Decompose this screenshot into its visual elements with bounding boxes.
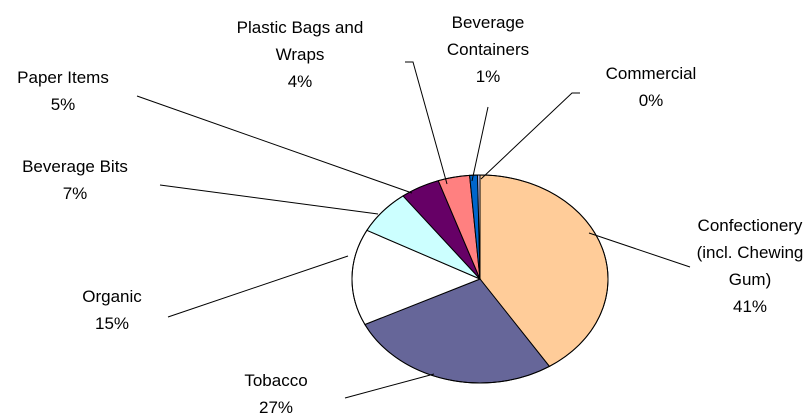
slice-label-line: Commercial — [606, 64, 697, 83]
slice-label-line: (incl. Chewing — [697, 243, 804, 262]
slice-label-line: Containers — [447, 40, 529, 59]
slice-percent: 41% — [733, 297, 767, 316]
slice-label-beverage-containers: Beverage Containers 1% — [447, 13, 529, 86]
slice-label-line: Beverage Bits — [22, 157, 128, 176]
slice-label-confectionery-incl-chewing-gum: Confectionery (incl. Chewing Gum) 41% — [697, 216, 804, 316]
slice-label-line: Confectionery — [698, 216, 803, 235]
leader-line-organic — [167, 255, 349, 318]
slice-label-paper-items: Paper Items 5% — [17, 68, 109, 114]
leader-line-confectionery-incl-chewing-gum — [588, 232, 691, 268]
slice-label-tobacco: Tobacco 27% — [244, 371, 307, 417]
slice-label-line: Paper Items — [17, 68, 109, 87]
pie-outline — [351, 174, 609, 384]
slice-label-line: Plastic Bags and — [237, 18, 364, 37]
leader-line-beverage-bits — [159, 184, 379, 215]
slice-label-line: Gum) — [729, 270, 772, 289]
slice-label-beverage-bits: Beverage Bits 7% — [22, 157, 128, 203]
leader-line-beverage-containers — [471, 106, 489, 182]
slice-label-organic: Organic 15% — [82, 287, 142, 333]
leader-line-paper-items — [136, 95, 413, 194]
slice-label-commercial: Commercial 0% — [606, 64, 697, 110]
slice-label-plastic-bags-and-wraps: Plastic Bags and Wraps 4% — [237, 18, 364, 91]
slice-percent: 5% — [51, 95, 76, 114]
slice-percent: 1% — [476, 67, 501, 86]
leader-line-plastic-bags-and-wraps — [405, 61, 448, 185]
slice-label-line: Wraps — [276, 45, 325, 64]
slice-percent: 4% — [288, 72, 313, 91]
slice-percent: 15% — [95, 314, 129, 333]
leader-line-tobacco — [344, 373, 435, 399]
slice-percent: 0% — [639, 91, 664, 110]
slice-labels: Confectionery (incl. Chewing Gum) 41% Tobacc… — [17, 13, 803, 417]
slice-label-line: Organic — [82, 287, 142, 306]
slice-label-line: Beverage — [452, 13, 525, 32]
leader-line-commercial — [480, 92, 580, 180]
slice-percent: 27% — [259, 398, 293, 417]
slice-label-line: Tobacco — [244, 371, 307, 390]
pie-slices — [351, 174, 609, 384]
slice-percent: 7% — [63, 184, 88, 203]
leader-lines — [136, 61, 691, 399]
